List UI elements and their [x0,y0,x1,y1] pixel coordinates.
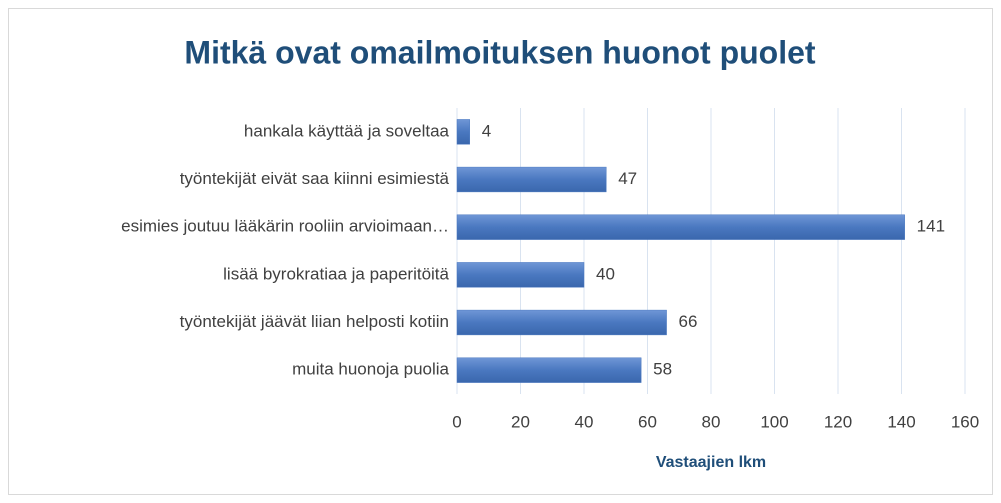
bar [456,166,607,193]
bar [456,214,905,240]
x-tick-label: 100 [760,412,788,431]
y-tick-label: työntekijät jäävät liian helposti kotiin [180,312,449,331]
x-axis-title: Vastaajien lkm [656,454,766,471]
bar [456,309,667,336]
x-tick-label: 0 [452,412,461,431]
y-tick-label: esimies joutuu lääkärin rooliin arvioima… [121,217,449,236]
bar [456,357,642,383]
x-tick-label: 40 [575,412,594,431]
x-tick-label: 140 [887,412,915,431]
x-tick-label: 120 [824,412,852,431]
data-label: 141 [917,217,945,236]
y-tick-label: hankala käyttää ja soveltaa [244,121,450,140]
y-tick-label: työntekijät eivät saa kiinni esimiestä [180,169,450,188]
data-label: 58 [653,360,672,379]
bar [456,119,470,145]
x-tick-label: 60 [638,412,657,431]
bar [456,262,585,288]
x-tick-label: 80 [702,412,721,431]
x-tick-label: 160 [951,412,979,431]
x-tick-label: 20 [511,412,530,431]
y-tick-label: lisää byrokratiaa ja paperitöitä [223,264,449,283]
chart-frame [8,8,993,495]
data-label: 47 [618,169,637,188]
chart-title: Mitkä ovat omailmoituksen huonot puolet [184,34,815,70]
y-tick-label: muita huonoja puolia [292,360,449,379]
data-label: 4 [482,121,491,140]
data-label: 40 [596,264,615,283]
data-label: 66 [679,312,698,331]
